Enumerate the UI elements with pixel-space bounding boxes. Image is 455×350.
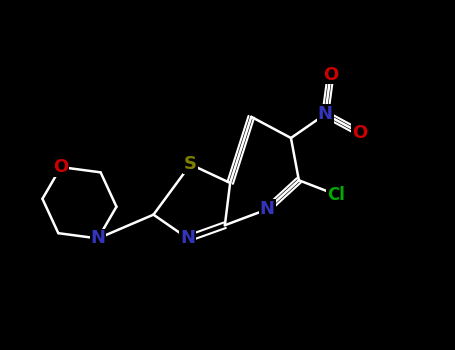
Text: S: S bbox=[184, 155, 197, 173]
Text: Cl: Cl bbox=[327, 186, 345, 204]
Text: O: O bbox=[323, 65, 338, 84]
Text: N: N bbox=[180, 230, 195, 247]
Text: O: O bbox=[53, 158, 69, 176]
Text: N: N bbox=[260, 200, 275, 218]
Text: N: N bbox=[91, 230, 106, 247]
Text: O: O bbox=[352, 124, 367, 142]
Text: N: N bbox=[318, 105, 333, 123]
